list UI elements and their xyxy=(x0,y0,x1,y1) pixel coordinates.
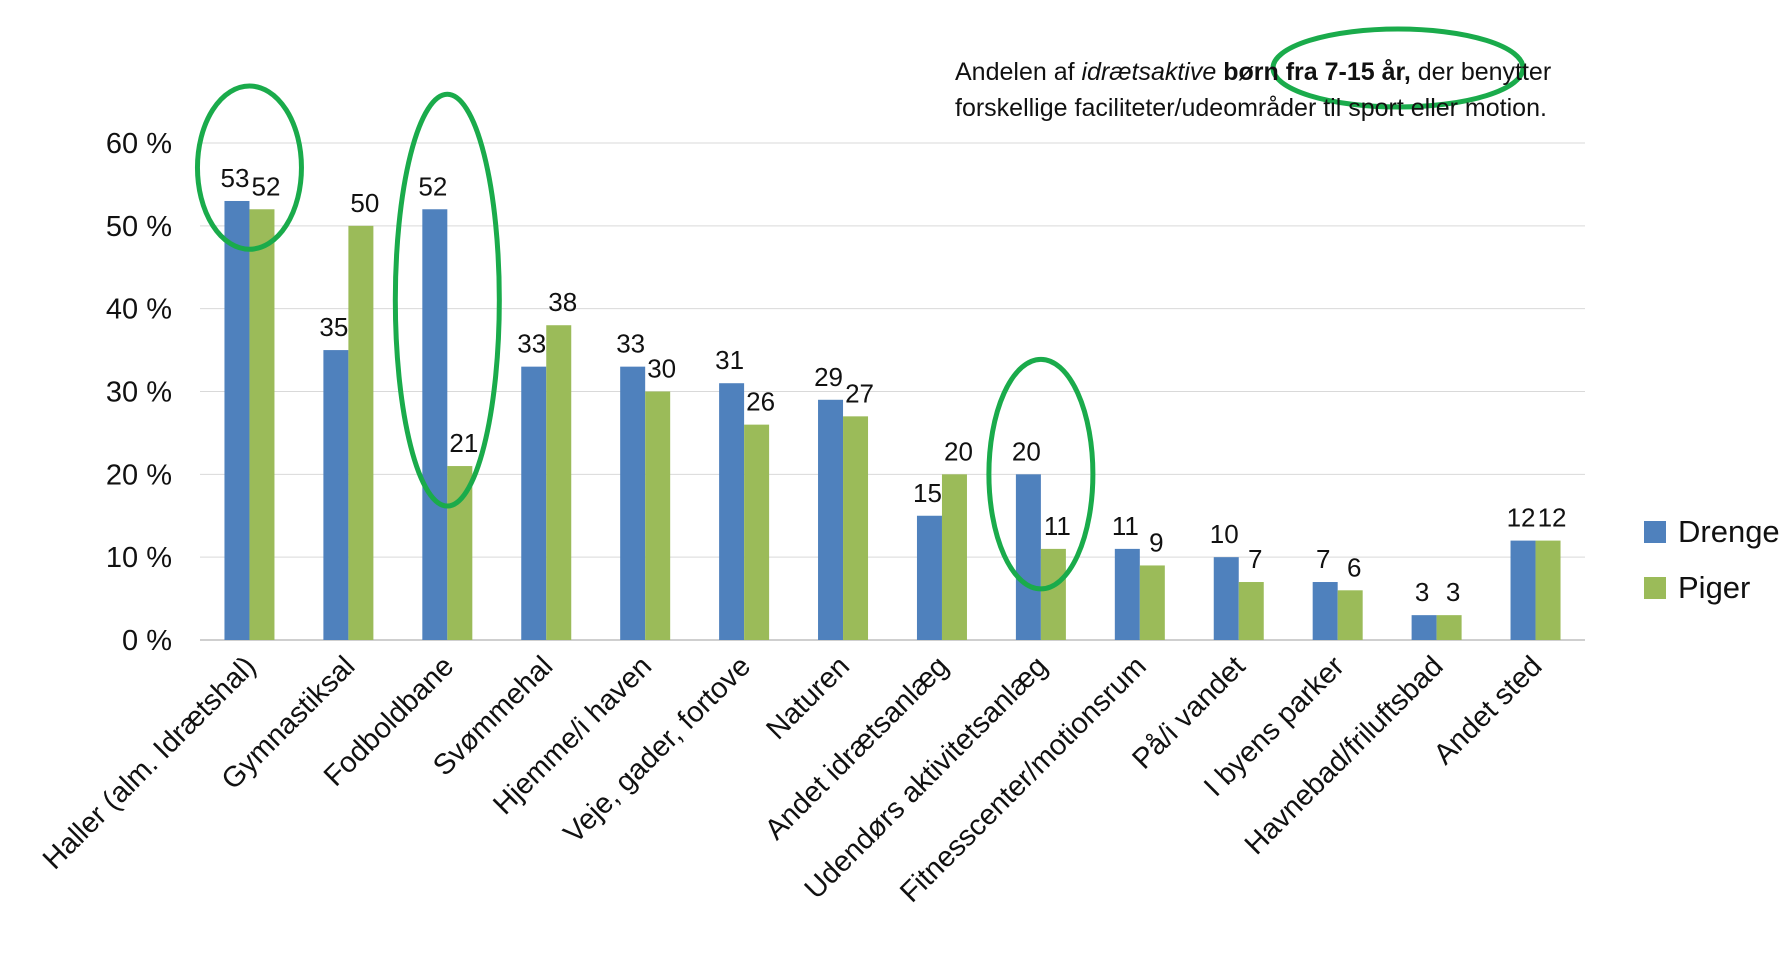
gridlines xyxy=(200,142,1585,641)
data-label: 12 xyxy=(1538,503,1567,533)
category-labels: Haller (alm. Idrætshal)GymnastiksalFodbo… xyxy=(37,650,1549,909)
bar-piger xyxy=(941,474,967,640)
bar-drenge xyxy=(1114,548,1140,640)
y-tick-label: 30 % xyxy=(106,377,172,409)
legend: Drenge Piger xyxy=(1644,504,1780,616)
bar-piger xyxy=(249,209,275,640)
data-label: 7 xyxy=(1316,544,1330,574)
bar-piger xyxy=(447,466,473,640)
data-label: 21 xyxy=(449,428,478,458)
legend-item-piger: Piger xyxy=(1644,560,1780,616)
bar-drenge xyxy=(620,366,646,640)
data-label: 15 xyxy=(913,478,942,508)
annotation-text-bold: børn fra 7-15 år, xyxy=(1216,58,1411,86)
bar-piger xyxy=(546,325,572,640)
bar-piger xyxy=(348,225,374,641)
data-label: 20 xyxy=(944,436,973,466)
data-label: 26 xyxy=(746,387,775,417)
y-tick-label: 50 % xyxy=(106,211,172,243)
data-label: 12 xyxy=(1507,503,1536,533)
legend-swatch-drenge xyxy=(1644,521,1666,543)
bar-drenge xyxy=(422,209,448,640)
highlight-ellipses xyxy=(194,26,1526,592)
bar-piger xyxy=(1139,565,1165,640)
annotation-line-1: Andelen af idrætsaktive børn fra 7-15 år… xyxy=(955,54,1551,90)
bar-piger xyxy=(843,416,869,640)
data-label: 33 xyxy=(517,329,546,359)
y-tick-label: 20 % xyxy=(106,459,172,491)
data-label: 10 xyxy=(1210,519,1239,549)
bar-drenge xyxy=(916,515,942,640)
data-label: 3 xyxy=(1415,577,1429,607)
annotation-text-italic: idrætsaktive xyxy=(1081,58,1217,86)
y-tick-label: 40 % xyxy=(106,294,172,326)
bar-piger xyxy=(1535,540,1561,640)
data-label: 29 xyxy=(814,362,843,392)
y-tick-label: 0 % xyxy=(122,625,172,657)
category-label: Veje, gader, fortove xyxy=(558,650,757,849)
data-label: 11 xyxy=(1044,511,1071,541)
bar-piger xyxy=(1337,590,1363,640)
data-label: 31 xyxy=(715,345,744,375)
bar-piger xyxy=(1238,582,1264,640)
category-label: Havnebad/friluftsbad xyxy=(1239,650,1450,861)
data-label: 52 xyxy=(252,171,281,201)
bar-drenge xyxy=(818,399,844,640)
data-label: 53 xyxy=(221,163,250,193)
data-label: 9 xyxy=(1149,527,1163,557)
bar-drenge xyxy=(1015,474,1041,640)
legend-swatch-piger xyxy=(1644,577,1666,599)
category-label: Andet sted xyxy=(1428,650,1549,771)
bar-drenge xyxy=(719,383,745,640)
legend-label-piger: Piger xyxy=(1678,570,1751,605)
data-label: 6 xyxy=(1347,552,1361,582)
data-label: 38 xyxy=(548,287,577,317)
data-label: 30 xyxy=(647,354,676,384)
data-label: 20 xyxy=(1012,436,1041,466)
highlight-ellipse xyxy=(986,356,1096,592)
bar-piger xyxy=(645,391,671,640)
bar-drenge xyxy=(1510,540,1536,640)
bar-piger xyxy=(744,424,770,640)
data-label: 11 xyxy=(1112,511,1139,541)
axis: 0 % 10 % 20 % 30 % 40 % 50 % 60 % xyxy=(106,128,172,657)
data-label: 7 xyxy=(1248,544,1262,574)
bar-drenge xyxy=(1312,582,1338,640)
category-label: Andet idrætsanlæg xyxy=(759,650,955,846)
legend-label-drenge: Drenge xyxy=(1678,514,1780,549)
annotation-text-4: der benytter xyxy=(1410,58,1552,86)
y-tick-label: 60 % xyxy=(106,128,172,160)
bar-drenge xyxy=(224,200,250,640)
data-label: 27 xyxy=(845,378,874,408)
y-tick-label: 10 % xyxy=(106,542,172,574)
chart-annotation: Andelen af idrætsaktive børn fra 7-15 år… xyxy=(955,54,1551,126)
data-label: 3 xyxy=(1446,577,1460,607)
highlight-ellipse xyxy=(392,91,502,509)
annotation-highlight-ellipse xyxy=(1270,26,1526,110)
bar-drenge xyxy=(521,366,547,640)
bars xyxy=(224,200,1561,641)
category-label: Naturen xyxy=(760,650,856,746)
bar-drenge xyxy=(323,350,349,640)
legend-item-drenge: Drenge xyxy=(1644,504,1780,560)
highlight-ellipse xyxy=(194,83,304,252)
data-label: 35 xyxy=(319,312,348,342)
annotation-text-1: Andelen af xyxy=(955,58,1082,86)
bar-piger xyxy=(1040,548,1066,640)
data-label: 50 xyxy=(350,188,379,218)
bar-piger xyxy=(1436,615,1462,640)
bar-drenge xyxy=(1411,615,1437,640)
annotation-line-2: forskellige faciliteter/udeområder til s… xyxy=(955,94,1547,122)
data-label: 52 xyxy=(418,171,447,201)
bar-drenge xyxy=(1213,557,1239,640)
data-label: 33 xyxy=(616,329,645,359)
